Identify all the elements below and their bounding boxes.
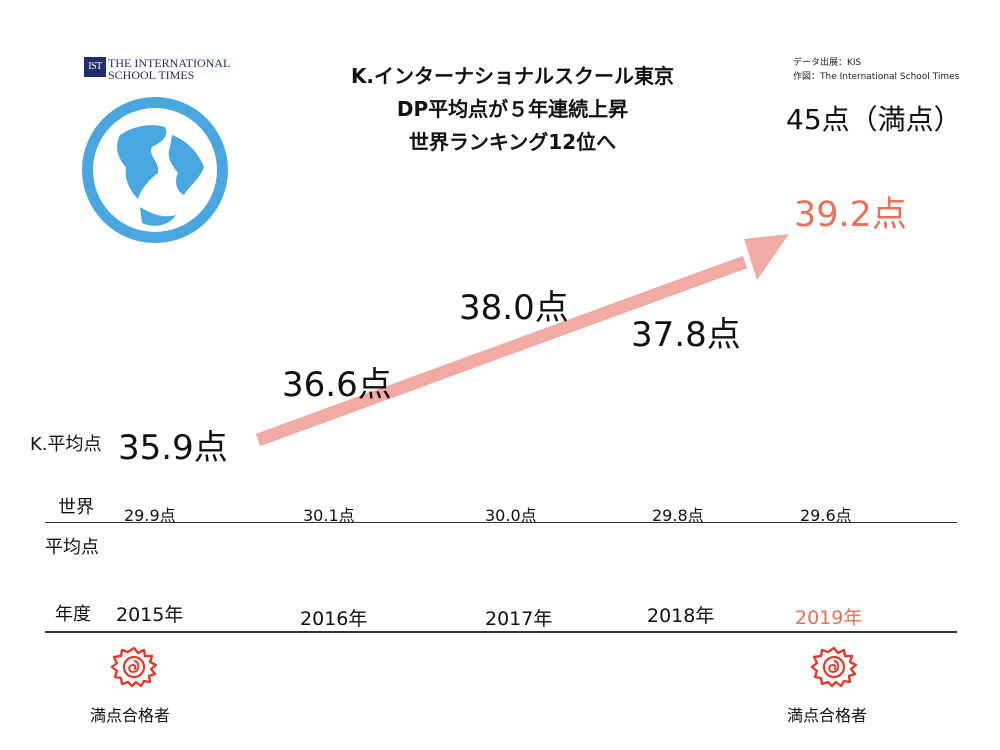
logo-badge: IST: [84, 57, 106, 77]
world-score-label-2015: 29.9点: [124, 506, 176, 525]
source-credit: データ出展：KIS: [793, 58, 862, 68]
year-row-label: 年度: [55, 604, 91, 625]
year-label-2016: 2016年: [300, 608, 368, 630]
globe-icon: [82, 97, 228, 243]
rosette-icon: [810, 646, 858, 688]
chart-title-line1: K.インターナショナルスクール東京: [350, 64, 675, 88]
world-row-label-line1: 世界: [58, 497, 94, 518]
kis-score-label-2016: 36.6点: [282, 365, 392, 405]
full-score-label-2019: 満点合格者: [787, 706, 868, 725]
author-credit: 作図：The International School Times: [793, 72, 960, 82]
max-score-label: 45点（満点）: [786, 103, 962, 136]
kis-row-label: K.平均点: [30, 434, 102, 455]
year-row-divider: [45, 631, 957, 633]
rosette-icon: [110, 646, 158, 688]
year-label-2018: 2018年: [647, 605, 715, 627]
world-score-label-2016: 30.1点: [303, 506, 355, 525]
world-score-label-2019: 29.6点: [800, 506, 852, 525]
logo-text-line2: SCHOOL TIMES: [108, 68, 195, 82]
kis-score-label-2017: 38.0点: [459, 288, 569, 328]
world-row-label-line2: 平均点: [45, 537, 99, 558]
logo-text-line1: THE INTERNATIONAL: [108, 56, 231, 70]
year-label-2015: 2015年: [116, 604, 184, 626]
kis-score-label-2019: 39.2点: [794, 195, 907, 235]
world-score-label-2017: 30.0点: [485, 506, 537, 525]
kis-score-label-2015: 35.9点: [118, 428, 228, 468]
world-row-divider: [45, 522, 957, 523]
kis-score-label-2018: 37.8点: [631, 315, 741, 355]
chart-title-line2: DP平均点が５年連続上昇: [396, 97, 629, 121]
chart-title-line3: 世界ランキング12位へ: [408, 130, 617, 154]
world-score-label-2018: 29.8点: [652, 506, 704, 525]
year-label-2017: 2017年: [485, 608, 553, 630]
full-score-label-2015: 満点合格者: [90, 706, 171, 725]
year-label-2019: 2019年: [795, 607, 863, 629]
